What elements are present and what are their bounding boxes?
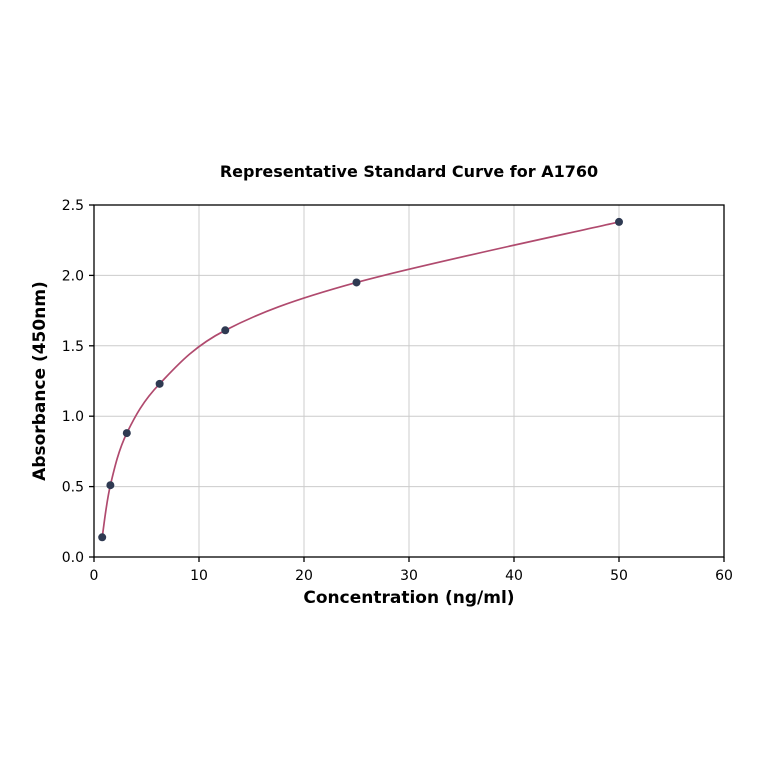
x-tick-label: 40 — [505, 568, 523, 584]
data-point-marker — [98, 533, 107, 542]
x-tick-label: 30 — [400, 568, 418, 584]
x-tick-label: 20 — [295, 568, 313, 584]
standard-curve-line — [101, 221, 620, 538]
chart-title: Representative Standard Curve for A1760 — [219, 162, 599, 181]
y-tick-label: 0.5 — [62, 480, 84, 496]
y-tick-label: 0.0 — [62, 550, 84, 566]
data-point-marker — [615, 217, 623, 226]
data-point-marker — [106, 481, 115, 490]
data-point-marker — [155, 379, 164, 388]
y-tick-label: 2.0 — [62, 268, 84, 284]
y-tick-label: 1.0 — [62, 409, 84, 425]
data-point-marker — [221, 326, 230, 335]
data-point-marker — [352, 278, 361, 287]
data-point-marker — [122, 429, 131, 438]
y-tick-label: 2.5 — [62, 198, 84, 214]
x-tick-label: 10 — [190, 568, 208, 584]
x-tick-label: 60 — [715, 568, 733, 584]
y-tick-label: 1.5 — [62, 339, 84, 355]
x-tick-label: 50 — [610, 568, 628, 584]
x-axis-label: Concentration (ng/ml) — [303, 588, 515, 608]
x-tick-label: 0 — [90, 568, 99, 584]
y-axis-label: Absorbance (450nm) — [30, 281, 50, 481]
